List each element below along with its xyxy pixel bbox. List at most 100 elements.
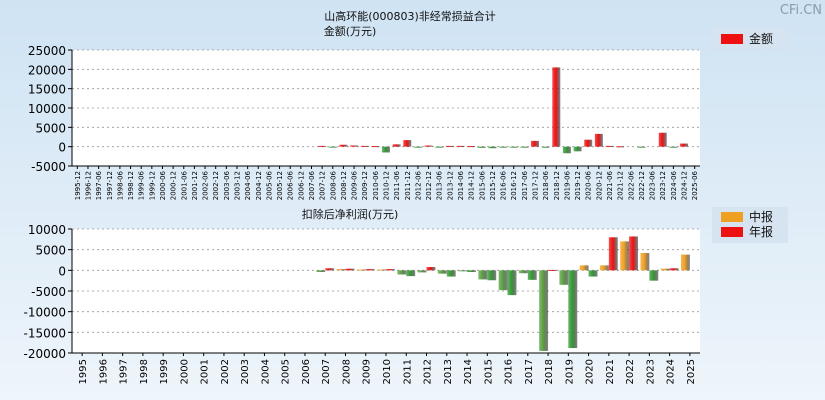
- chart2-xtick-label: 2019: [564, 359, 575, 384]
- chart1-xtick-label: 1999-06: [138, 170, 146, 200]
- chart1-xtick-label: 2019-12: [574, 171, 582, 200]
- chart1-xtick-label: 1998-12: [127, 171, 135, 200]
- chart2-bar-interim: [599, 265, 609, 271]
- chart1-xtick-label: 2014-06: [457, 170, 465, 200]
- chart2-xtick-label: 2014: [463, 359, 474, 384]
- chart1-bar: [435, 146, 444, 148]
- chart1-xtick-label: 2025-06: [691, 170, 699, 200]
- chart2-xtick-label: 2011: [402, 359, 413, 384]
- chart2-bar-interim: [680, 254, 690, 271]
- chart1-bar: [403, 140, 412, 147]
- chart1-ytick-label: 20000: [28, 63, 66, 77]
- chart1-xtick-label: 2012-06: [414, 170, 422, 200]
- chart2-bar-annual: [426, 267, 436, 271]
- chart2-ytick-label: 5000: [35, 244, 66, 258]
- chart2-legend-swatch-interim: [721, 212, 743, 222]
- chart1-xtick-label: 2021-06: [606, 170, 614, 200]
- chart2-bar-annual: [629, 236, 639, 271]
- chart2-bar-annual: [588, 270, 598, 277]
- chart1-xtick-label: 1998-06: [116, 170, 124, 200]
- chart1-bar: [616, 146, 625, 148]
- chart2-xtick-label: 2000: [179, 359, 190, 384]
- chart1-bar: [594, 133, 603, 147]
- chart2-bar-annual: [669, 268, 679, 271]
- chart2-xtick-label: 2023: [645, 359, 656, 384]
- chart2-xtick-label: 2004: [260, 359, 271, 384]
- chart1-bar: [371, 146, 380, 148]
- chart2-xtick-label: 2002: [220, 359, 231, 384]
- chart1-xtick-label: 2005-12: [276, 171, 284, 200]
- chart2-xtick-label: 1995: [78, 359, 89, 384]
- chart1-bar: [605, 145, 614, 147]
- chart1-xtick-label: 2001-06: [180, 170, 188, 200]
- chart2-xtick-label: 2010: [382, 359, 393, 384]
- chart2-ytick-label: 0: [58, 264, 66, 278]
- chart2-bar-interim: [437, 270, 447, 274]
- chart1-xtick-label: 2003-06: [223, 170, 231, 200]
- chart1-bar: [392, 144, 401, 147]
- chart2-bar-annual: [548, 269, 557, 271]
- chart1-bar: [520, 146, 529, 148]
- chart2-xtick-label: 2017: [524, 359, 535, 384]
- chart2-xtick-label: 2021: [605, 359, 616, 384]
- chart2-bar-annual: [568, 270, 578, 349]
- chart1-bar: [382, 146, 390, 153]
- chart1-xtick-label: 2016-06: [500, 170, 508, 200]
- chart1-bar: [360, 145, 369, 147]
- chart1-xtick-label: 2002-06: [202, 170, 210, 200]
- chart1-xtick-label: 2003-12: [233, 171, 241, 200]
- chart2-bar-interim: [397, 270, 407, 275]
- chart1-xtick-label: 2004-06: [244, 170, 252, 200]
- chart1-bar: [488, 146, 497, 149]
- chart1-xtick-label: 2019-06: [563, 170, 571, 200]
- chart1-xtick-label: 2015-12: [489, 171, 497, 200]
- chart1-xtick-label: 2004-12: [255, 171, 263, 200]
- chart2-bar-annual: [527, 270, 537, 280]
- chart1-legend-label: 金额: [749, 31, 773, 46]
- chart2-bar-annual: [386, 269, 395, 271]
- chart1-xtick-label: 2022-06: [627, 170, 635, 200]
- chart1-xtick-label: 2016-12: [510, 171, 518, 200]
- chart1-ytick-label: 5000: [35, 121, 66, 135]
- chart2-ytick-label: -5000: [31, 285, 66, 299]
- chart1-xtick-label: 2009-12: [361, 171, 369, 200]
- chart1-bar: [680, 143, 689, 147]
- chart1-bar: [658, 132, 667, 147]
- chart1-ytick-label: 0: [58, 141, 66, 155]
- chart1-xtick-label: 1999-12: [148, 171, 156, 200]
- chart1-ylabel: 金额(万元): [324, 24, 377, 38]
- chart2-plot-background: [72, 229, 700, 353]
- chart2-ytick-label: 10000: [28, 223, 66, 237]
- chart2-bar-interim: [539, 270, 549, 351]
- chart2-bar-interim: [620, 241, 630, 271]
- chart2-bar-interim: [478, 270, 488, 280]
- chart1-xtick-label: 2018-12: [553, 171, 561, 200]
- chart2-bar-annual: [406, 270, 416, 277]
- chart2-bar-interim: [336, 269, 346, 271]
- chart2-legend-label-interim: 中报: [749, 209, 773, 224]
- chart2-xtick-label: 2022: [625, 359, 636, 384]
- chart1-xtick-label: 2011-06: [393, 170, 401, 200]
- chart1-bar: [541, 146, 550, 148]
- chart2-xtick-label: 2009: [362, 359, 373, 384]
- chart1-ytick-label: 25000: [28, 44, 66, 58]
- chart2-ytick-label: -10000: [23, 306, 66, 320]
- chart2-xtick-label: 2012: [423, 359, 434, 384]
- chart2-legend: 中报 年报: [712, 207, 788, 243]
- chart1-xtick-label: 2000-06: [159, 170, 167, 200]
- chart1-xtick-label: 2024-06: [670, 170, 678, 200]
- chart2-xtick-label: 1997: [119, 359, 130, 384]
- chart1-xtick-label: 2023-12: [659, 171, 667, 200]
- chart1-xtick-label: 2002-12: [212, 171, 220, 200]
- chart2-xtick-label: 2018: [544, 359, 555, 384]
- chart1-bar: [350, 145, 359, 147]
- chart1-bar: [669, 146, 678, 148]
- chart1-xtick-label: 1997-06: [95, 170, 103, 200]
- chart1-bar: [509, 146, 518, 148]
- chart1-bar: [424, 145, 433, 147]
- chart2-title: 扣除后净利润(万元): [302, 207, 399, 221]
- chart2-bar-interim: [660, 268, 670, 271]
- watermark: CFi.CN: [780, 3, 822, 18]
- chart1-bar: [573, 146, 582, 152]
- chart2-bar-interim: [518, 270, 528, 274]
